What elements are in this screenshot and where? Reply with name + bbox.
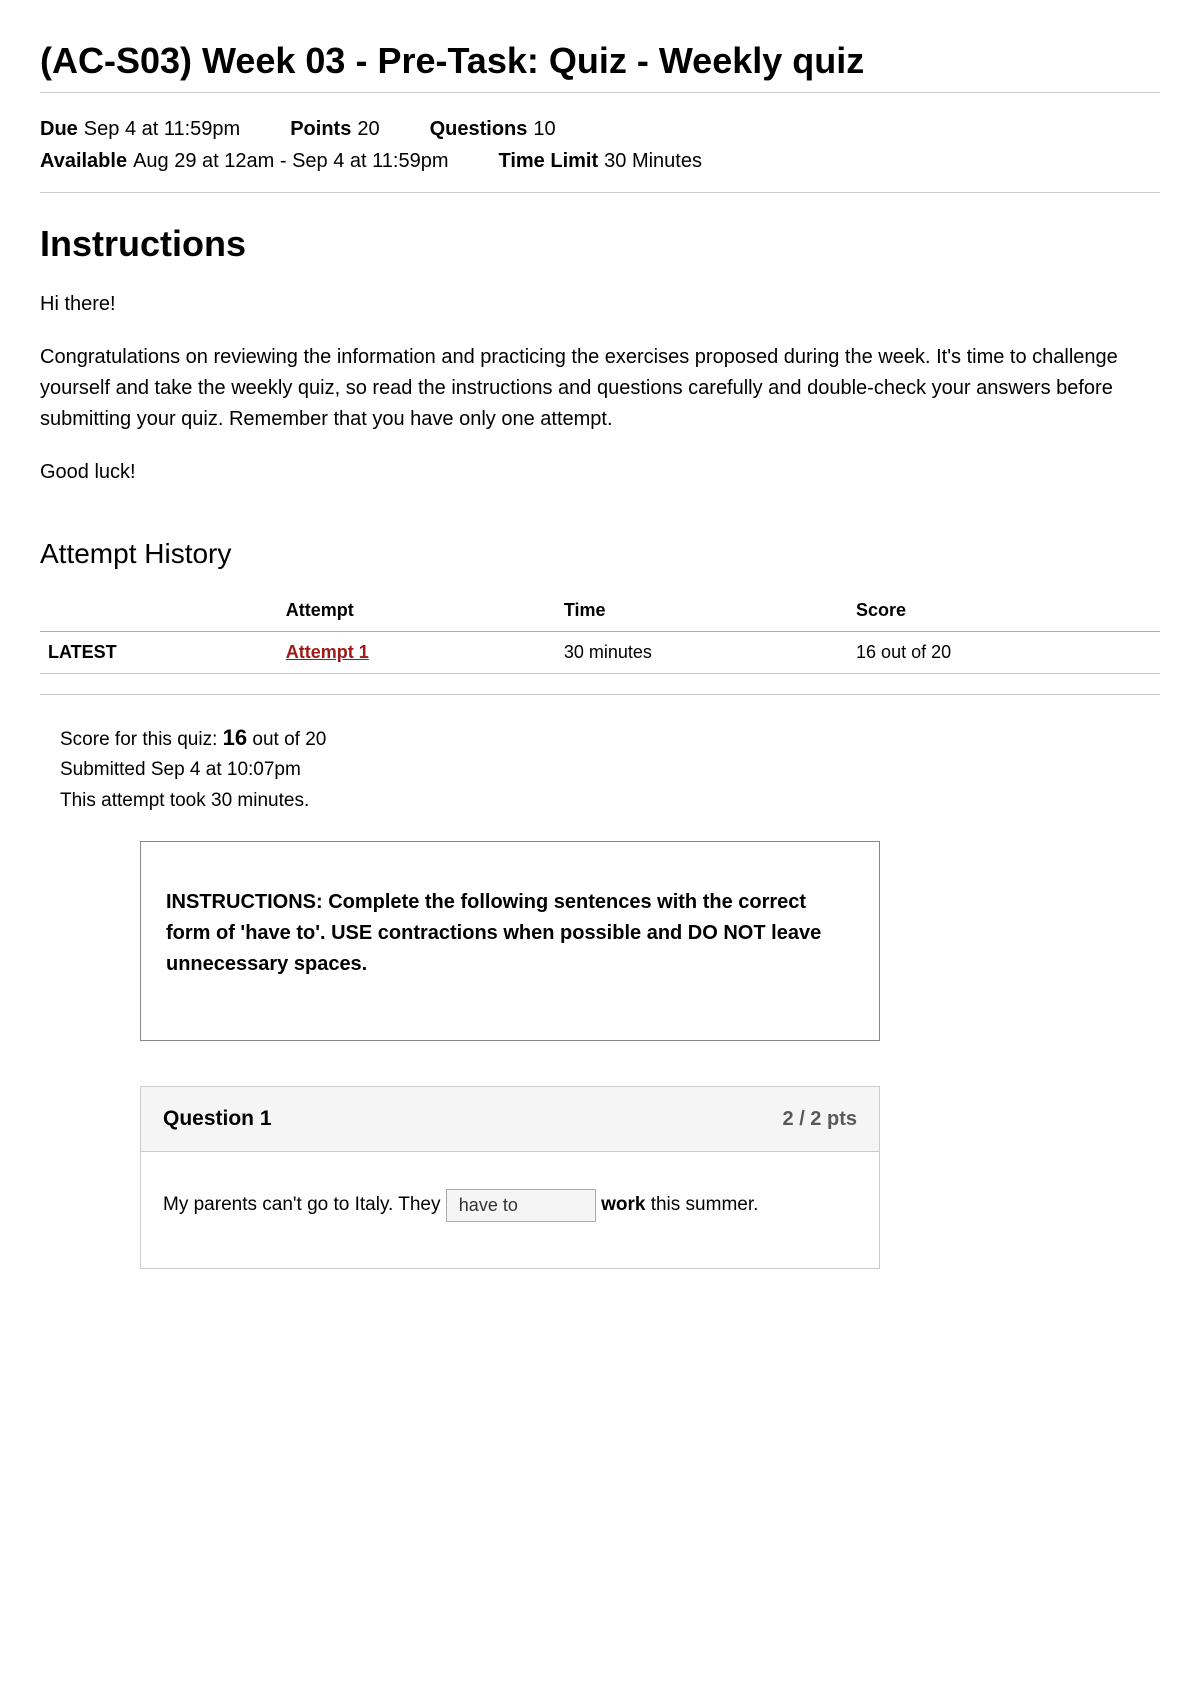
duration-line: This attempt took 30 minutes. xyxy=(60,786,1160,816)
question-instructions-box: INSTRUCTIONS: Complete the following sen… xyxy=(140,841,880,1041)
q1-text-before: My parents can't go to Italy. They xyxy=(163,1194,446,1215)
attempt-time: 30 minutes xyxy=(556,632,848,674)
score-summary: Score for this quiz: 16 out of 20 Submit… xyxy=(60,720,1160,816)
instructions-p1: Hi there! xyxy=(40,289,1160,320)
quiz-meta: Due Sep 4 at 11:59pm Points 20 Questions10… xyxy=(40,113,1160,193)
attempt-history-heading: Attempt History xyxy=(40,538,1160,570)
meta-timelimit-value: 30 Minutes xyxy=(604,150,702,172)
instructions-p2: Congratulations on reviewing the informa… xyxy=(40,342,1160,435)
score-value: 16 xyxy=(223,725,247,750)
meta-due-value: Sep 4 at 11:59pm xyxy=(84,118,240,140)
score-line: Score for this quiz: 16 out of 20 xyxy=(60,720,1160,755)
question-header: Question 1 2 / 2 pts xyxy=(141,1087,879,1152)
answer-input: have to xyxy=(446,1189,596,1222)
col-score: Score xyxy=(848,590,1160,632)
meta-available-label: Available xyxy=(40,150,127,172)
question-points: 2 / 2 pts xyxy=(783,1108,857,1131)
meta-timelimit-label: Time Limit xyxy=(498,150,598,172)
meta-available-value: Aug 29 at 12am - Sep 4 at 11:59pm xyxy=(133,150,448,172)
table-header-row: Attempt Time Score xyxy=(40,590,1160,632)
question-body: My parents can't go to Italy. They have … xyxy=(141,1152,879,1268)
meta-questions: Questions10 xyxy=(430,113,556,145)
col-blank xyxy=(40,590,278,632)
q1-text-rest: this summer. xyxy=(645,1194,758,1215)
question-card-1: Question 1 2 / 2 pts My parents can't go… xyxy=(140,1086,880,1269)
submitted-line: Submitted Sep 4 at 10:07pm xyxy=(60,755,1160,785)
col-attempt: Attempt xyxy=(278,590,556,632)
question-title: Question 1 xyxy=(163,1107,272,1131)
meta-questions-value: 10 xyxy=(533,118,555,140)
meta-questions-label: Questions xyxy=(430,118,528,140)
attempt-history-table: Attempt Time Score LATEST Attempt 1 30 m… xyxy=(40,590,1160,674)
latest-badge: LATEST xyxy=(40,632,278,674)
score-prefix: Score for this quiz: xyxy=(60,729,223,750)
meta-points-label: Points xyxy=(290,118,351,140)
meta-points-value: 20 xyxy=(357,118,379,140)
divider xyxy=(40,694,1160,695)
q1-text-bold: work xyxy=(596,1194,646,1215)
meta-timelimit: Time Limit 30 Minutes xyxy=(498,145,702,177)
attempt-link[interactable]: Attempt 1 xyxy=(286,642,369,662)
meta-points: Points 20 xyxy=(290,113,379,145)
instructions-p3: Good luck! xyxy=(40,457,1160,488)
meta-due: Due Sep 4 at 11:59pm xyxy=(40,113,240,145)
attempt-score: 16 out of 20 xyxy=(848,632,1160,674)
instructions-heading: Instructions xyxy=(40,223,1160,265)
col-time: Time xyxy=(556,590,848,632)
question-instructions-text: INSTRUCTIONS: Complete the following sen… xyxy=(166,887,854,980)
table-row: LATEST Attempt 1 30 minutes 16 out of 20 xyxy=(40,632,1160,674)
score-suffix: out of 20 xyxy=(247,729,326,750)
meta-available: Available Aug 29 at 12am - Sep 4 at 11:59… xyxy=(40,145,448,177)
page-title: (AC-S03) Week 03 - Pre-Task: Quiz - Week… xyxy=(40,40,1160,93)
meta-due-label: Due xyxy=(40,118,78,140)
instructions-body: Hi there! Congratulations on reviewing t… xyxy=(40,289,1160,488)
